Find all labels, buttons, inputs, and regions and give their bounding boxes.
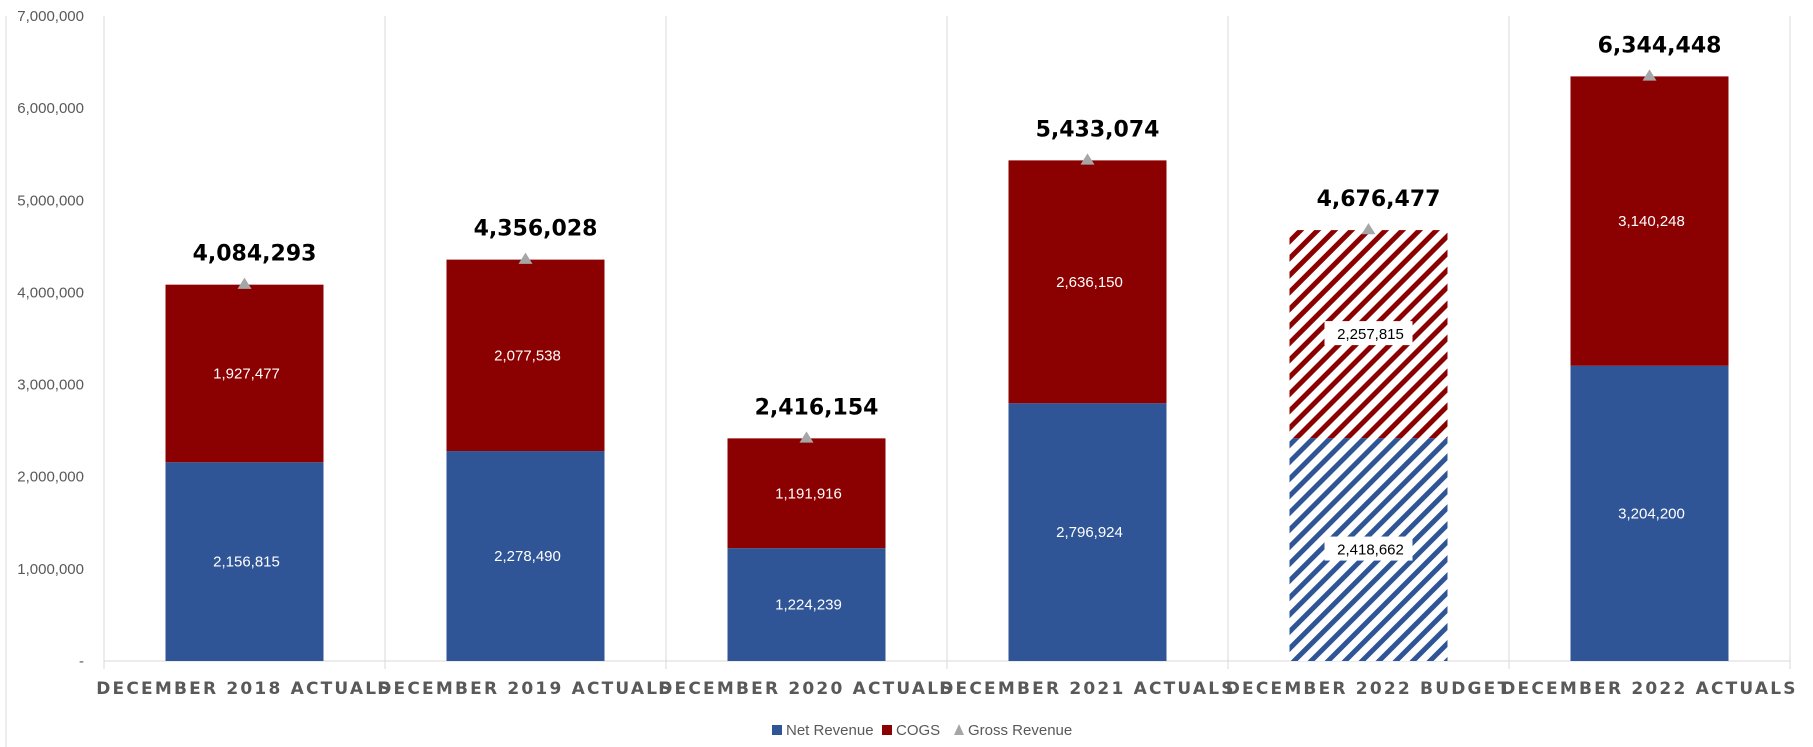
legend-label-net-revenue: Net Revenue [786, 722, 874, 739]
gross-revenue-marker [237, 277, 252, 289]
data-label-net-revenue: 2,796,924 [1056, 524, 1123, 541]
gross-revenue-marker [799, 431, 814, 443]
data-label-net-revenue: 1,224,239 [775, 597, 842, 614]
gross-revenue-marker [518, 252, 533, 264]
data-label-gross-revenue: 4,084,293 [193, 242, 317, 267]
data-label-cogs: 2,636,150 [1056, 274, 1123, 291]
y-tick-label: 3,000,000 [17, 377, 84, 394]
x-category-label: DECEMBER 2021 ACTUALS [939, 679, 1236, 699]
labels-layer: 2,156,815 1,927,477 4,084,293 2,278,490 2,07… [193, 33, 1722, 613]
x-category-label: DECEMBER 2018 ACTUALS [96, 679, 393, 699]
legend-label-gross-revenue: Gross Revenue [968, 722, 1072, 739]
bar-cogs [1570, 76, 1729, 366]
y-tick-label: 1,000,000 [17, 561, 84, 578]
x-category-label: DECEMBER 2020 ACTUALS [658, 679, 955, 699]
data-label-cogs: 2,077,538 [494, 347, 561, 364]
bar-net-revenue [446, 451, 605, 661]
grid-layer [103, 16, 1791, 669]
bars-layer [165, 76, 1729, 661]
data-label-background [1324, 321, 1413, 346]
bar-net-revenue [727, 548, 886, 661]
data-label-gross-revenue: 4,356,028 [474, 217, 598, 242]
data-label-gross-revenue: 2,416,154 [755, 395, 879, 420]
bar-cogs [727, 438, 886, 549]
data-label-net-revenue: 2,278,490 [494, 548, 561, 565]
gross-revenue-marker [1361, 223, 1376, 235]
data-label-net-revenue: 2,156,815 [213, 554, 280, 571]
data-label-net-revenue: 2,418,662 [1337, 542, 1404, 559]
data-label-cogs: 1,191,916 [775, 485, 842, 502]
bar-net-revenue [1008, 403, 1167, 661]
data-label-gross-revenue: 6,344,448 [1598, 33, 1722, 58]
legend-label-cogs: COGS [896, 722, 940, 739]
gross-revenue-marker [1080, 153, 1095, 165]
y-tick-label: 6,000,000 [17, 100, 84, 117]
data-label-cogs: 3,140,248 [1618, 213, 1685, 230]
x-category-label: DECEMBER 2022 BUDGET [1226, 679, 1512, 699]
bar-cogs [446, 259, 605, 452]
legend-marker-gross-revenue [954, 724, 964, 735]
legend-swatch-cogs [882, 725, 892, 735]
gross-revenue-marker [1642, 69, 1657, 81]
legend-swatch-net-revenue [772, 725, 782, 735]
data-label-cogs: 2,257,815 [1337, 326, 1404, 343]
data-label-cogs: 1,927,477 [213, 365, 280, 382]
bar-net-revenue [1570, 365, 1729, 661]
axes-layer: - 1,000,000 2,000,000 3,000,000 4,000,000 5,0… [5, 8, 1798, 747]
y-tick-label: 5,000,000 [17, 192, 84, 209]
x-category-label: DECEMBER 2019 ACTUALS [377, 679, 674, 699]
bar-cogs [1008, 160, 1167, 404]
data-label-net-revenue: 3,204,200 [1618, 505, 1685, 522]
y-tick-label: - [79, 653, 84, 670]
data-label-gross-revenue: 5,433,074 [1036, 117, 1160, 142]
x-category-label: DECEMBER 2022 ACTUALS [1501, 679, 1798, 699]
bar-net-revenue [165, 462, 324, 661]
y-tick-label: 4,000,000 [17, 284, 84, 301]
data-label-background [1324, 536, 1413, 561]
y-tick-label: 2,000,000 [17, 469, 84, 486]
legend: Net Revenue COGS Gross Revenue [772, 722, 1072, 739]
y-tick-label: 7,000,000 [17, 8, 84, 25]
bar-cogs [165, 284, 324, 463]
data-label-gross-revenue: 4,676,477 [1317, 187, 1441, 212]
